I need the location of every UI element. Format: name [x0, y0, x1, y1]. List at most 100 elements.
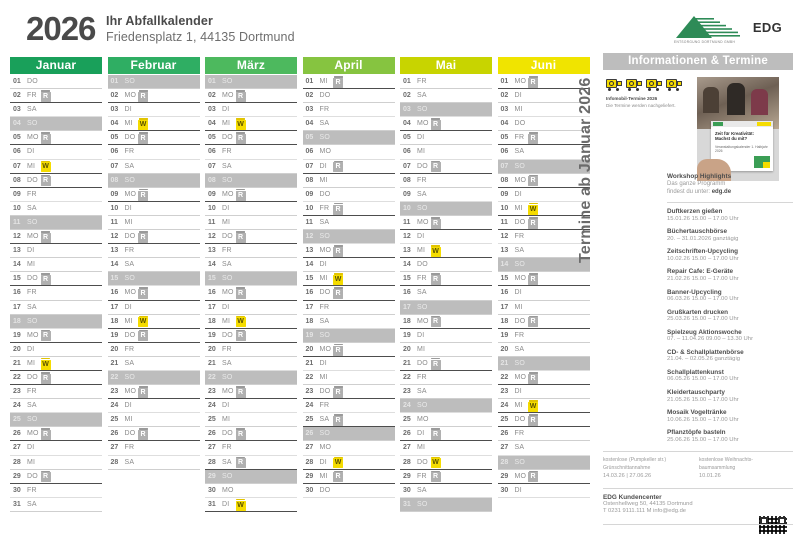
event-item[interactable]: Kleidertauschparty 21.05.26 15.00 – 17.00… [667, 389, 793, 404]
day-number: 31 [13, 500, 21, 508]
event-item[interactable]: Zeitschriften-Upcycling 10.02.26 15.00 – … [667, 248, 793, 263]
day-weekday: FR [514, 134, 525, 142]
day-row: 04 MO R [400, 117, 492, 132]
residual-bin-icon: R [528, 76, 539, 89]
day-row: 19 SO [302, 328, 395, 343]
day-weekday: DI [124, 303, 132, 311]
day-row: 21 SO [497, 356, 590, 371]
day-weekday: MI [124, 120, 133, 128]
day-row: 27 MO [302, 441, 395, 456]
day-number: 21 [13, 359, 21, 367]
day-number: 17 [305, 303, 314, 311]
day-number: 11 [403, 218, 411, 226]
day-number: 03 [500, 106, 509, 114]
day-row: 30 DI [497, 484, 590, 498]
highlights-line2: findest du unter: [667, 188, 711, 195]
day-row: 05 SO [302, 131, 395, 146]
residual-bin-icon: R [528, 273, 539, 286]
day-weekday: SA [222, 261, 232, 269]
day-row: 13 SA [497, 244, 590, 259]
day-number: 09 [403, 190, 411, 198]
day-number: 16 [403, 289, 411, 297]
day-number: 19 [208, 331, 216, 339]
day-row: 30 DO [302, 484, 395, 498]
day-number: 25 [403, 416, 411, 424]
day-weekday: MO [417, 120, 429, 128]
event-item[interactable]: Mosaik Vogeltränke 10.06.26 15.00 – 17.00… [667, 409, 793, 424]
day-row: 28 DO W [400, 456, 492, 470]
event-item[interactable]: Grußkarten drucken 25.03.26 15.00 – 17.00… [667, 309, 793, 324]
day-weekday: MI [222, 120, 231, 128]
day-row: 25 MO [400, 413, 492, 428]
event-item[interactable]: Repair Cafe: E-Geräte 21.02.26 15.00 – 17… [667, 268, 793, 283]
event-item[interactable]: Spielzeug Aktionswoche 07. – 11.04.26 09.… [667, 329, 793, 344]
day-row: 22 FR [400, 371, 492, 386]
event-item[interactable]: Banner-Upcycling 06.03.26 15.00 – 17.00 U… [667, 289, 793, 304]
day-weekday: DO [514, 120, 526, 128]
day-weekday: MI [514, 204, 523, 212]
day-row: 22 MI [302, 371, 395, 386]
event-date: 10.06.26 15.00 – 17.00 Uhr [667, 416, 739, 423]
yellow-bin-icon: W [40, 160, 51, 174]
day-row: 10 SO [400, 201, 492, 216]
day-row: 03 SA [10, 103, 102, 118]
day-number: 11 [110, 218, 118, 226]
event-item[interactable]: Duftkerzen gießen 15.01.26 15.00 – 17.00 … [667, 208, 793, 223]
event-item[interactable]: CD- & Schallplattenbörse 21.04. – 02.05.2… [667, 349, 793, 364]
day-row: 02 DI [497, 89, 590, 104]
day-row: 14 DO [400, 258, 492, 273]
infomobil-title: Infomobil-Termine 2026 [606, 96, 658, 101]
day-weekday: DO [319, 486, 331, 494]
day-number: 14 [403, 261, 411, 269]
day-number: 28 [305, 458, 314, 466]
edg-wordmark: EDG [752, 20, 782, 35]
day-row: 02 DO [302, 89, 395, 104]
day-row: 19 FR [497, 329, 590, 343]
day-weekday: DO [27, 472, 38, 480]
day-row: 31 DI W [205, 498, 297, 512]
day-row: 29 MO R [497, 470, 590, 484]
event-item[interactable]: Pflanztöpfe basteln 25.06.26 15.00 – 17.0… [667, 429, 793, 444]
day-weekday: SO [124, 176, 136, 184]
kundencenter-contact[interactable]: T 0231 9111.111 M info@edg.de [603, 508, 687, 515]
day-row: 21 DO R [400, 357, 492, 371]
day-row: 30 SA [400, 484, 492, 498]
day-weekday: FR [27, 92, 37, 100]
day-row: 27 FR [205, 441, 297, 456]
day-row: 24 DI [107, 399, 200, 414]
gruenschnitt-title: kostenlose (Pumpkeller str.) Grünschnitt… [603, 457, 691, 472]
day-weekday: SO [514, 359, 526, 367]
day-row: 23 DI [497, 385, 590, 400]
day-number: 29 [13, 472, 21, 480]
day-row: 17 SO [400, 300, 492, 315]
day-row: 06 MI [400, 145, 492, 160]
day-number: 13 [305, 247, 314, 255]
day-number: 07 [305, 162, 314, 170]
event-date: 15.01.26 15.00 – 17.00 Uhr [667, 215, 739, 222]
day-number: 14 [208, 261, 216, 269]
day-row: 18 MI W [205, 315, 297, 329]
highlights-link[interactable]: edg.de [711, 188, 732, 195]
day-weekday: DO [514, 218, 526, 226]
day-weekday: DO [124, 134, 136, 142]
day-row: 26 FR [497, 427, 590, 442]
day-weekday: MO [222, 289, 234, 297]
day-number: 11 [208, 218, 216, 226]
day-number: 24 [208, 402, 216, 410]
day-weekday: DI [124, 204, 132, 212]
day-weekday: FR [319, 402, 330, 410]
event-item[interactable]: Schallplattenkunst 06.05.26 15.00 – 17.00… [667, 369, 793, 384]
day-number: 01 [110, 78, 119, 85]
day-row: 27 MI [400, 441, 492, 456]
day-number: 09 [500, 190, 509, 198]
day-row: 22 DO R [10, 371, 102, 386]
qr-code-icon[interactable] [759, 515, 787, 534]
day-weekday: DO [319, 92, 331, 100]
event-item[interactable]: Büchertauschbörse 20. – 31.01.2026 ganztä… [667, 228, 793, 243]
day-row: 03 SO [400, 103, 492, 118]
day-row: 15 FR R [400, 272, 492, 287]
residual-bin-icon: R [138, 386, 149, 399]
truck-icon [666, 77, 684, 91]
day-number: 08 [500, 176, 509, 184]
day-row: 23 SA [400, 385, 492, 400]
